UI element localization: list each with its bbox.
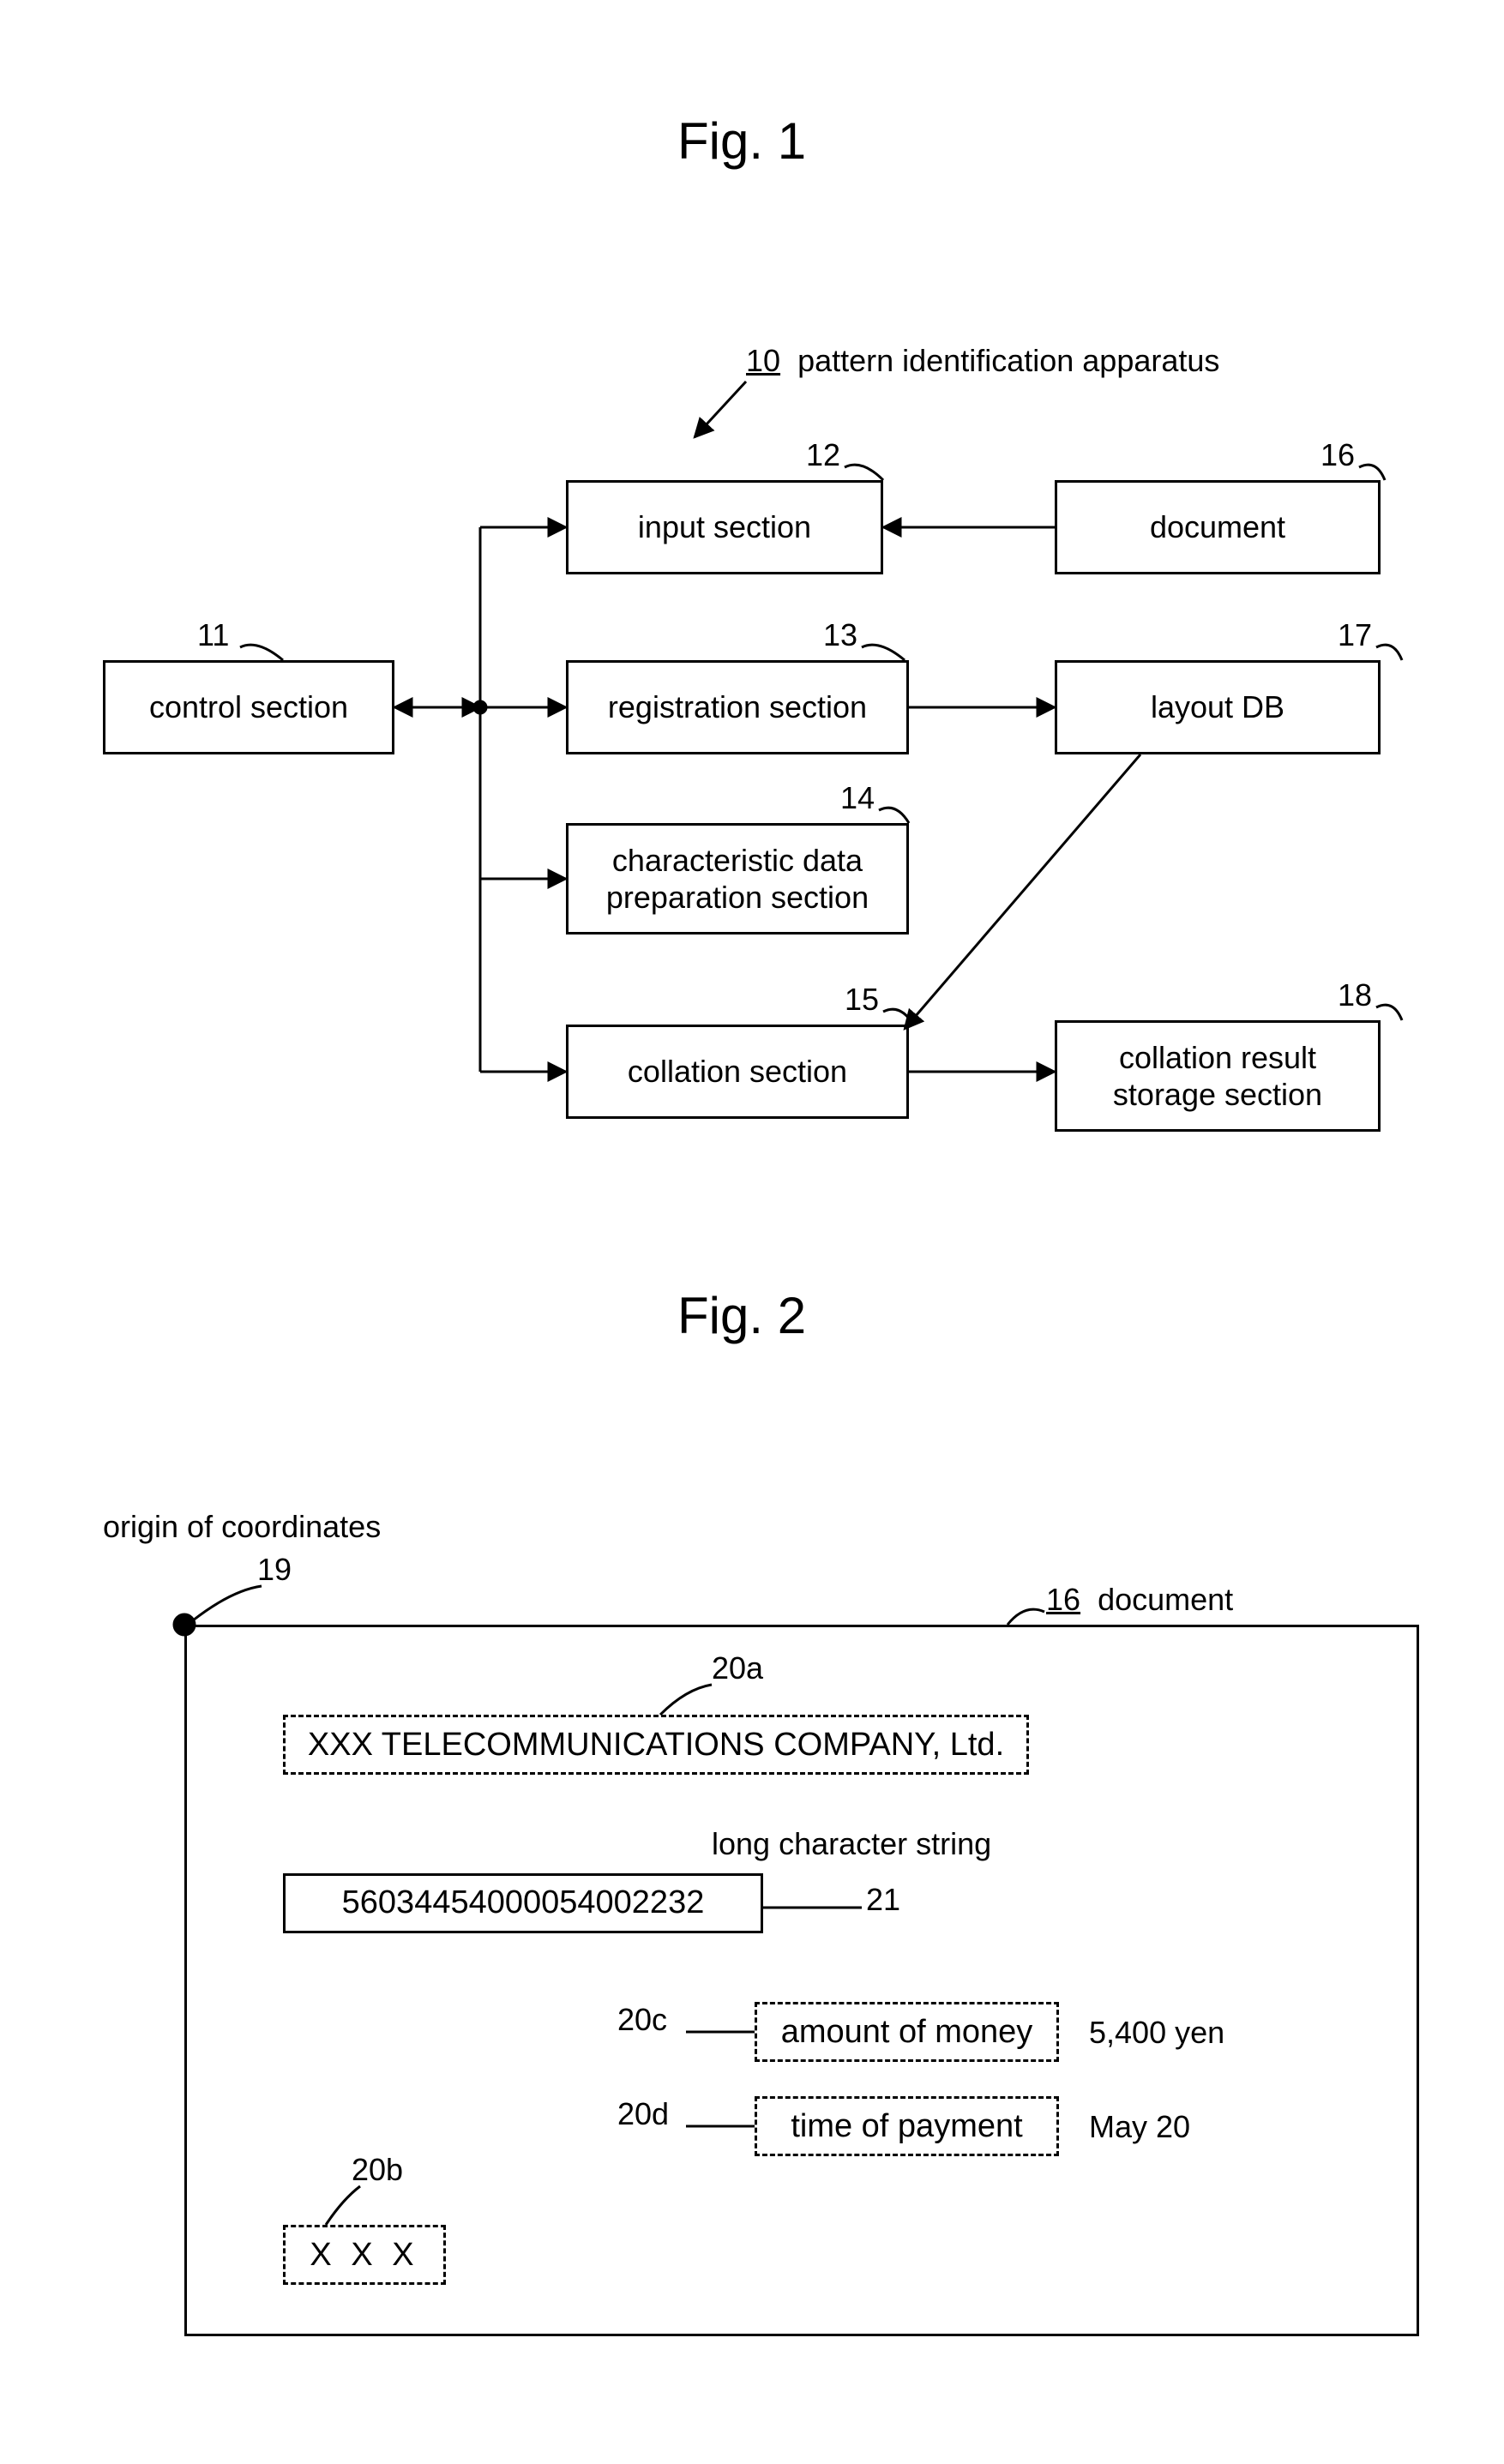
fig2-origin-ref: 19	[257, 1552, 292, 1588]
fig1-caption-text: pattern identification apparatus	[797, 343, 1219, 378]
fig2-payment-val: May 20	[1089, 2109, 1190, 2145]
ref-11: 11	[197, 617, 229, 653]
block-chardata-label: characteristic data preparation section	[606, 842, 869, 916]
block-collation-label: collation section	[628, 1053, 847, 1090]
block-layoutdb: layout DB	[1055, 660, 1381, 754]
block-layoutdb-label: layout DB	[1151, 688, 1284, 725]
block-registration-section: registration section	[566, 660, 909, 754]
fig2-ref-20a: 20a	[712, 1650, 763, 1686]
fig1-caption-ref: 10	[746, 343, 780, 378]
fig2-doc-text: document	[1098, 1582, 1233, 1617]
block-input-section: input section	[566, 480, 883, 574]
ref-12: 12	[806, 437, 840, 473]
block-result-label: collation result storage section	[1113, 1039, 1322, 1113]
block-chardata-section: characteristic data preparation section	[566, 823, 909, 935]
fig2-payment-box: time of payment	[755, 2096, 1059, 2156]
ref-17: 17	[1338, 617, 1372, 653]
fig2-longstr-text: 56034454000054002232	[342, 1884, 705, 1923]
fig2-longstr-box: 56034454000054002232	[283, 1873, 763, 1933]
fig2-title: Fig. 2	[677, 1286, 806, 1345]
ref-16: 16	[1321, 437, 1355, 473]
fig2-ref-20d: 20d	[617, 2096, 669, 2132]
fig2-doc-ref: 16	[1046, 1582, 1080, 1617]
fig2-amount-text: amount of money	[781, 2014, 1033, 2051]
fig2-ref-20b: 20b	[352, 2152, 403, 2188]
fig2-ref-20c: 20c	[617, 2002, 667, 2038]
fig2-doc-caption: 16 document	[1046, 1582, 1233, 1618]
ref-15: 15	[845, 982, 879, 1018]
block-input-label: input section	[638, 508, 811, 545]
block-reg-label: registration section	[608, 688, 867, 725]
block-document-label: document	[1150, 508, 1285, 545]
block-control-label: control section	[149, 688, 348, 725]
fig1-caption: 10 pattern identification apparatus	[746, 343, 1219, 379]
fig2-origin-label: origin of coordinates	[103, 1509, 381, 1545]
fig2-amount-box: amount of money	[755, 2002, 1059, 2062]
ref-14: 14	[840, 780, 875, 816]
fig2-longstr-caption: long character string	[712, 1826, 991, 1862]
block-control-section: control section	[103, 660, 394, 754]
fig1-title: Fig. 1	[677, 111, 806, 171]
ref-18: 18	[1338, 977, 1372, 1013]
fig2-company-text: XXX TELECOMMUNICATIONS COMPANY, Ltd.	[308, 1727, 1004, 1764]
fig2-company-box: XXX TELECOMMUNICATIONS COMPANY, Ltd.	[283, 1715, 1029, 1775]
ref-13: 13	[823, 617, 857, 653]
fig2-xxx-box: X X X	[283, 2225, 446, 2285]
fig2-ref-21: 21	[866, 1882, 900, 1918]
block-document: document	[1055, 480, 1381, 574]
fig2-amount-val: 5,400 yen	[1089, 2015, 1224, 2051]
fig2-payment-text: time of payment	[791, 2108, 1022, 2145]
fig2-xxx-text: X X X	[310, 2237, 418, 2274]
block-collation-section: collation section	[566, 1025, 909, 1119]
block-result: collation result storage section	[1055, 1020, 1381, 1132]
